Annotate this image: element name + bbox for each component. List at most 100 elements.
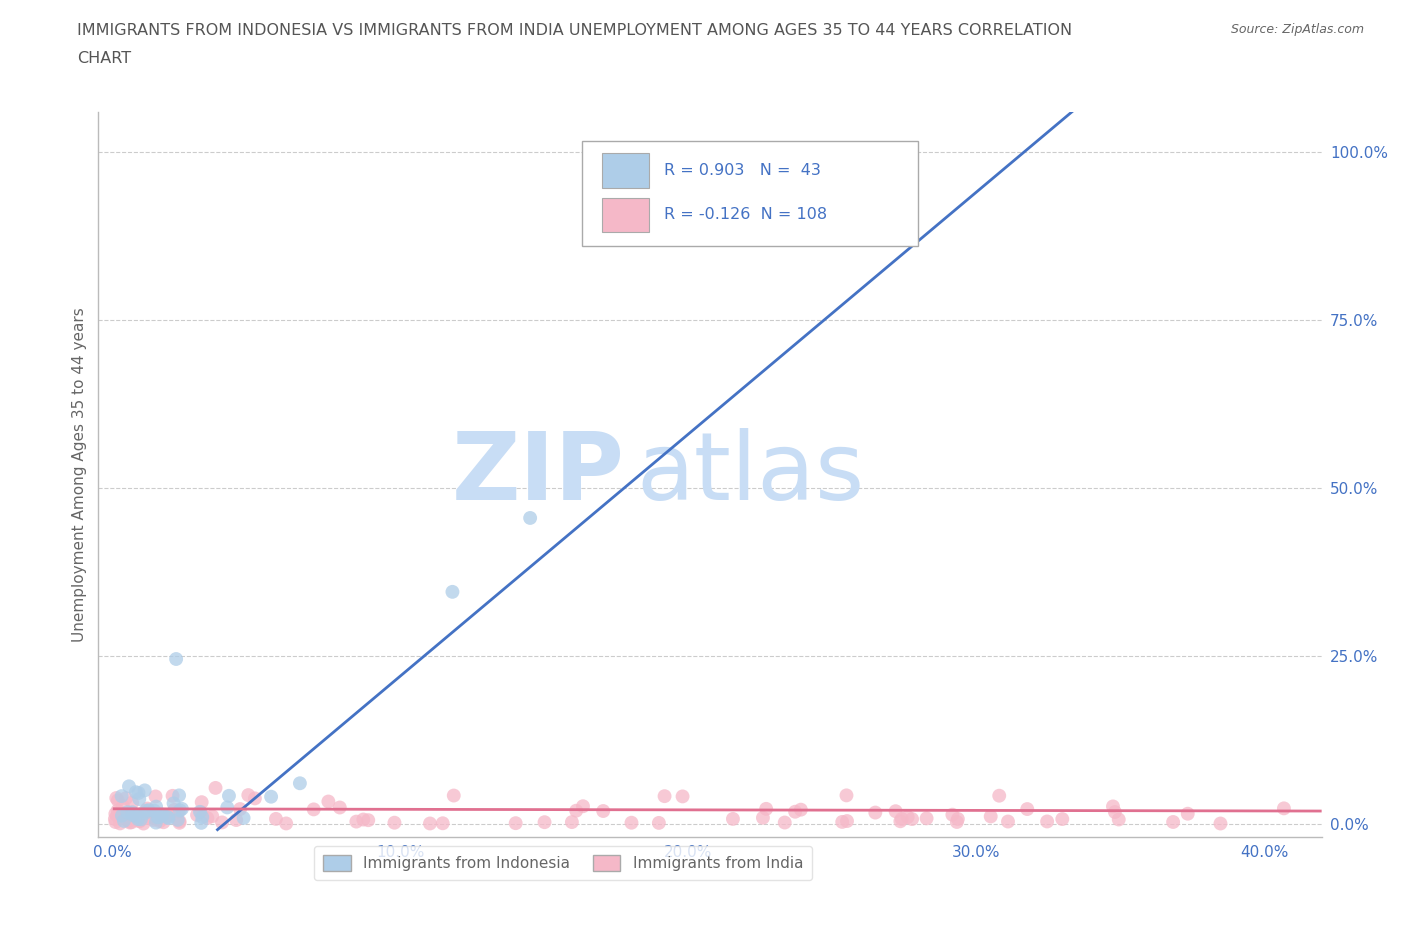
Point (152, 807, 174, 822)
Point (218, 789, 240, 804)
Point (149, 814, 172, 829)
Point (755, 802, 778, 817)
Point (148, 809, 170, 824)
Point (105, 808, 128, 823)
Point (229, 802, 252, 817)
Point (946, 812, 969, 827)
Point (167, 804, 190, 819)
Point (141, 810, 163, 825)
Point (153, 808, 176, 823)
Point (1017, 802, 1039, 817)
Point (884, 804, 907, 818)
Point (128, 814, 150, 829)
Point (121, 804, 143, 819)
Point (121, 795, 143, 810)
Point (671, 789, 693, 804)
Point (128, 814, 150, 829)
Point (165, 652, 187, 667)
Point (169, 814, 191, 829)
Point (988, 789, 1011, 804)
Point (150, 807, 173, 822)
Point (134, 804, 156, 818)
Point (565, 804, 588, 818)
Point (114, 807, 136, 822)
Point (915, 811, 938, 826)
Point (186, 807, 208, 822)
Point (143, 804, 166, 818)
Point (129, 812, 152, 827)
Point (654, 789, 676, 804)
Point (831, 815, 853, 830)
Point (124, 809, 146, 824)
Point (889, 814, 911, 829)
Point (238, 788, 260, 803)
Point (232, 811, 254, 826)
Point (146, 810, 169, 825)
Point (419, 816, 441, 830)
Text: R = -0.126  N = 108: R = -0.126 N = 108 (664, 207, 827, 222)
Point (107, 793, 129, 808)
Point (344, 814, 367, 829)
Point (115, 790, 138, 805)
Point (191, 810, 214, 825)
Point (107, 803, 129, 817)
Y-axis label: Unemployment Among Ages 35 to 44 years: Unemployment Among Ages 35 to 44 years (72, 307, 87, 642)
Point (134, 807, 156, 822)
Point (108, 806, 131, 821)
Point (785, 804, 807, 819)
Point (108, 816, 131, 830)
Point (835, 814, 858, 829)
Point (117, 814, 139, 829)
Point (132, 817, 155, 831)
Point (139, 805, 162, 820)
Text: IMMIGRANTS FROM INDONESIA VS IMMIGRANTS FROM INDIA UNEMPLOYMENT AMONG AGES 35 TO: IMMIGRANTS FROM INDONESIA VS IMMIGRANTS … (77, 23, 1073, 38)
Point (897, 810, 920, 825)
Point (190, 816, 212, 830)
Point (104, 806, 127, 821)
Point (648, 816, 671, 830)
Text: CHART: CHART (77, 51, 131, 66)
Point (302, 802, 325, 817)
Point (1209, 817, 1232, 831)
Point (118, 779, 141, 794)
Point (190, 795, 212, 810)
Point (118, 815, 141, 830)
Point (890, 812, 912, 827)
Point (128, 791, 150, 806)
Point (162, 789, 184, 804)
Point (129, 809, 152, 824)
Point (441, 584, 464, 599)
Point (1177, 806, 1199, 821)
Point (190, 804, 212, 819)
Point (752, 810, 775, 825)
Point (104, 812, 127, 827)
Point (156, 809, 179, 824)
Point (790, 803, 813, 817)
Text: ZIP: ZIP (451, 429, 624, 520)
Point (592, 804, 614, 818)
Point (127, 810, 149, 825)
Point (141, 809, 163, 824)
Point (157, 811, 180, 826)
Point (1036, 814, 1059, 829)
Point (849, 144, 872, 159)
Point (204, 780, 226, 795)
Point (572, 799, 595, 814)
Point (946, 815, 969, 830)
Point (145, 789, 167, 804)
Point (117, 804, 139, 819)
Point (111, 808, 134, 823)
Point (188, 804, 211, 819)
Point (170, 802, 193, 817)
Point (112, 814, 135, 829)
Point (980, 809, 1002, 824)
Point (329, 800, 352, 815)
Point (835, 788, 858, 803)
Point (146, 812, 169, 827)
Point (1104, 804, 1126, 819)
Point (105, 790, 128, 805)
Point (134, 805, 156, 820)
Point (211, 815, 233, 830)
Point (111, 806, 134, 821)
Point (901, 812, 924, 827)
